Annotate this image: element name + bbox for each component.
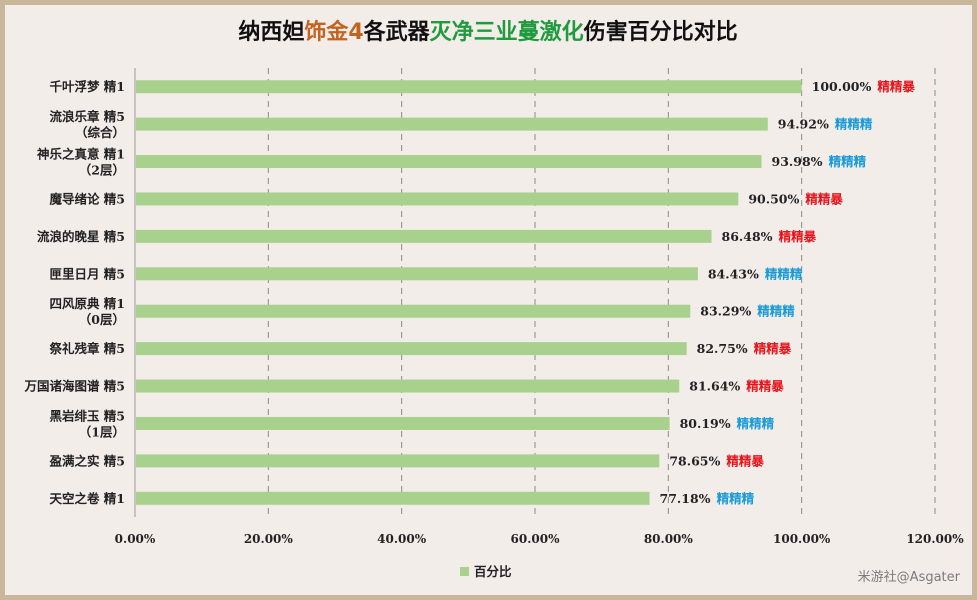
value-label: 82.75%	[697, 341, 748, 356]
annotation-label: 精精暴	[779, 229, 817, 244]
bar	[136, 155, 762, 169]
annotation-label: 精精暴	[877, 79, 915, 94]
annotation-label: 精精暴	[805, 191, 843, 206]
bar-chart: 纳西妲饰金4各武器灭净三业蔓激化伤害百分比对比 千叶浮梦 精1 流浪乐章 精5（综…	[23, 19, 965, 579]
title-segment-1: 饰金4	[304, 19, 363, 45]
x-tick-label: 80.00%	[644, 532, 694, 546]
bar	[136, 491, 650, 505]
category-label: 神乐之真意 精1	[37, 147, 125, 162]
x-tick-label: 100.00%	[773, 532, 831, 546]
category-label: （1层）	[79, 424, 125, 439]
value-label: 84.43%	[708, 266, 759, 281]
bar	[136, 454, 660, 468]
annotation-label: 精精精	[717, 491, 755, 506]
annotation-label: 精精精	[757, 304, 795, 319]
x-tick-label: 40.00%	[377, 532, 427, 546]
annotation-label: 精精精	[765, 266, 803, 281]
bar	[136, 117, 768, 131]
value-label: 86.48%	[722, 229, 773, 244]
category-label: 天空之卷 精1	[49, 491, 125, 506]
value-label: 78.65%	[669, 453, 720, 468]
x-tick-label: 60.00%	[511, 532, 561, 546]
x-tick-label: 0.00%	[115, 532, 156, 546]
value-label: 81.64%	[689, 379, 740, 394]
category-labels: 千叶浮梦 精1 流浪乐章 精5（综合） 神乐之真意 精1（2层） 魔导绪论 精5 流浪的…	[23, 79, 125, 506]
title-segment-4: 伤害百分比对比	[583, 19, 738, 45]
annotation-label: 精精暴	[754, 341, 792, 356]
bar	[136, 342, 687, 356]
category-label: 万国诸海图谱 精5	[23, 379, 125, 394]
value-label: 80.19%	[680, 416, 731, 431]
value-label: 83.29%	[700, 304, 751, 319]
chart-frame: 纳西妲饰金4各武器灭净三业蔓激化伤害百分比对比 千叶浮梦 精1 流浪乐章 精5 （综…	[5, 5, 972, 595]
bar	[136, 229, 712, 243]
legend-swatch	[460, 567, 469, 576]
category-label: 黑岩绯玉 精5	[49, 408, 125, 423]
title-segment-2: 各武器	[363, 19, 431, 45]
value-labels: 100.00% 94.92% 93.98% 90.50% 86.48% 84.43% 83.…	[660, 79, 872, 506]
title-segment-0: 纳西妲	[238, 19, 304, 45]
x-tick-label: 120.00%	[906, 532, 964, 546]
bar	[136, 267, 698, 281]
x-tick-label: 20.00%	[244, 532, 294, 546]
annotation-label: 精精精	[737, 416, 775, 431]
bar	[136, 304, 691, 318]
x-axis-ticks: 0.00% 20.00% 40.00% 60.00% 80.00% 100.00% 120.…	[115, 532, 965, 546]
category-label: 盈满之实 精5	[48, 453, 125, 468]
bar	[136, 416, 670, 430]
value-label: 93.98%	[772, 154, 823, 169]
legend-label: 百分比	[474, 564, 512, 579]
value-label: 100.00%	[812, 79, 872, 94]
value-label: 90.50%	[748, 191, 799, 206]
value-label: 94.92%	[778, 117, 829, 132]
category-label: 匣里日月 精5	[49, 266, 125, 281]
category-label: 魔导绪论 精5	[49, 191, 125, 206]
category-label: （2层）	[79, 163, 125, 178]
title-segment-3: 灭净三业蔓激化	[430, 19, 584, 45]
category-label: 四风原典 精1	[49, 296, 125, 311]
value-label: 77.18%	[660, 491, 711, 506]
category-label: 千叶浮梦 精1	[49, 79, 125, 94]
bars	[136, 80, 802, 505]
category-label: 流浪乐章 精5	[49, 109, 125, 124]
grid-lines	[134, 68, 936, 517]
chart-title: 纳西妲饰金4各武器灭净三业蔓激化伤害百分比对比	[238, 19, 737, 45]
category-label: （综合）	[75, 125, 125, 140]
bar	[136, 80, 802, 94]
category-label: （0层）	[79, 312, 125, 327]
category-label: 祭礼残章 精5	[48, 341, 125, 356]
bar	[136, 379, 680, 393]
legend: 百分比	[460, 564, 512, 579]
bar	[136, 192, 739, 206]
annotation-label: 精精精	[829, 154, 867, 169]
annotation-label: 精精暴	[746, 379, 784, 394]
annotation-label: 精精暴	[726, 453, 764, 468]
annotation-label: 精精精	[835, 117, 873, 132]
watermark: 米游社@Asgater	[857, 570, 960, 585]
category-label: 流浪的晚星 精5	[37, 229, 125, 244]
